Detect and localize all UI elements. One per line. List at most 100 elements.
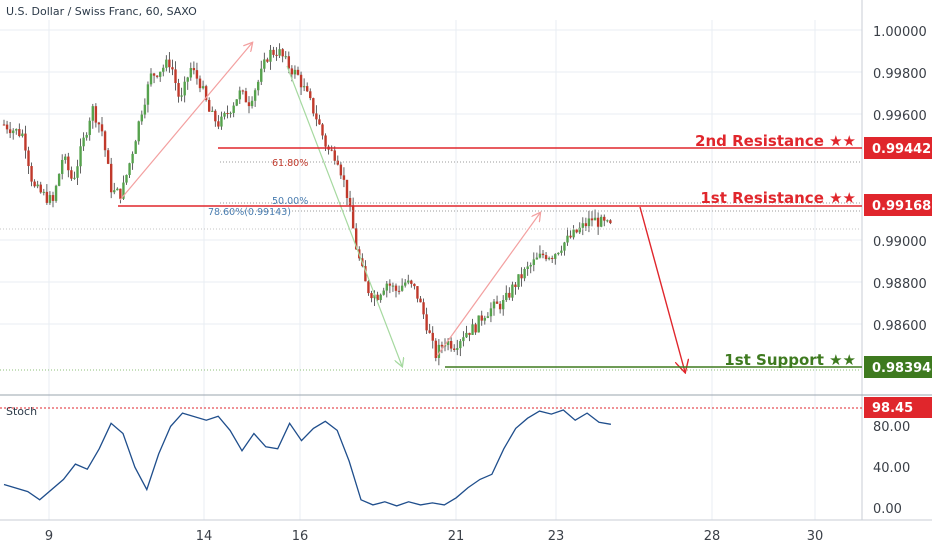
candle-body: [557, 252, 560, 255]
candle-body: [195, 70, 199, 79]
candle-body: [541, 253, 545, 256]
candle-body: [437, 344, 441, 358]
candle-body: [211, 110, 214, 112]
candle-body: [76, 166, 79, 178]
stoch-tick-1: 80.00: [873, 420, 910, 435]
candle-body: [152, 73, 156, 76]
candle-body: [538, 253, 542, 258]
candle-body: [590, 218, 594, 221]
candle-body: [581, 223, 585, 228]
time-tick-4: 21: [448, 529, 465, 544]
candle-body: [324, 135, 327, 147]
candle-body: [315, 113, 318, 120]
candle-body: [333, 150, 336, 161]
candle-body: [514, 284, 517, 287]
candle-body: [535, 257, 539, 260]
candle-body: [79, 146, 82, 167]
candle-body: [85, 134, 88, 138]
uptrend-arrow-2: [436, 213, 540, 357]
time-tick-3: 16: [292, 529, 309, 544]
candle-body: [67, 156, 70, 171]
candle-body: [168, 59, 171, 68]
candle-body: [238, 90, 242, 100]
candle-body: [134, 141, 137, 154]
candle-body: [495, 301, 499, 304]
fib-label-618: 61.80%: [272, 158, 308, 169]
candle-body: [342, 175, 346, 180]
candle-body: [272, 49, 275, 55]
resistance-1-badge: [864, 194, 932, 216]
candle-body: [566, 235, 569, 243]
candle-body: [60, 159, 64, 174]
candle-body: [269, 49, 272, 62]
candle-body: [425, 314, 428, 331]
candle-body: [131, 153, 134, 164]
candle-body: [305, 86, 309, 92]
candle-body: [431, 332, 434, 341]
candle-body: [5, 124, 9, 130]
candle-body: [290, 68, 294, 75]
candle-body: [446, 340, 450, 345]
price-tick-2: 0.99800: [873, 67, 927, 82]
candle-body: [348, 197, 352, 206]
candle-body: [158, 71, 162, 77]
resistance-2-badge: [864, 137, 932, 159]
candle-body: [232, 105, 235, 113]
candle-body: [339, 164, 343, 176]
candle-body: [278, 49, 281, 56]
candle-body: [407, 280, 410, 283]
candle-body: [241, 90, 245, 92]
candle-body: [474, 324, 477, 333]
candle-body: [456, 348, 459, 350]
candle-body: [192, 68, 196, 71]
candle-body: [2, 124, 6, 126]
candle-body: [312, 98, 315, 114]
chart-title: U.S. Dollar / Swiss Franc, 60, SAXO: [6, 5, 197, 18]
candle-body: [45, 191, 49, 203]
candle-body: [609, 220, 612, 224]
candle-body: [116, 188, 119, 191]
stoch-tick-3: 0.00: [873, 502, 902, 517]
candle-body: [82, 137, 85, 147]
candle-body: [370, 293, 373, 299]
candle-body: [204, 86, 208, 100]
candle-body: [287, 56, 291, 69]
candle-body: [379, 294, 382, 301]
candle-body: [523, 269, 526, 279]
candle-body: [345, 179, 349, 198]
time-tick-7: 30: [807, 529, 824, 544]
time-tick-6: 28: [704, 529, 721, 544]
candle-body: [593, 217, 597, 221]
candle-body: [198, 78, 202, 89]
candle-body: [109, 163, 113, 193]
candle-body: [483, 317, 487, 321]
candle-body: [235, 99, 238, 106]
candle-body: [201, 86, 205, 89]
price-tick-6: 0.98600: [873, 319, 927, 334]
candle-body: [572, 229, 575, 238]
candle-body: [247, 102, 251, 107]
candle-body: [94, 106, 98, 123]
price-tick-1: 1.00000: [873, 25, 927, 40]
candle-body: [119, 188, 122, 199]
candle-body: [603, 216, 606, 221]
candle-body: [33, 181, 36, 187]
candle-body: [137, 121, 140, 142]
candle-body: [91, 106, 95, 121]
resistance-2-label: 2nd Resistance ★★: [695, 132, 856, 150]
candle-body: [599, 216, 603, 227]
candle-body: [51, 195, 55, 201]
candle-body: [162, 67, 165, 72]
candle-body: [226, 112, 229, 114]
candle-body: [143, 104, 147, 115]
candle-body: [477, 315, 480, 333]
candle-body: [501, 300, 505, 310]
candle-body: [275, 54, 278, 56]
stoch-level-badge: [864, 397, 932, 418]
candle-body: [122, 182, 125, 199]
candle-body: [385, 283, 389, 291]
support-1-label: 1st Support ★★: [724, 351, 856, 369]
candle-body: [263, 59, 266, 69]
candle-body: [318, 119, 321, 125]
